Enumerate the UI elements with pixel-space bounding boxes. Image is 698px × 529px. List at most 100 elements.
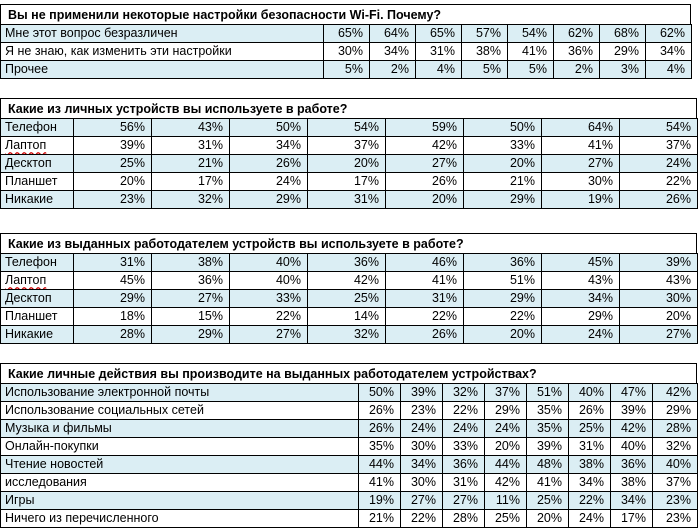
- value-cell: 30%: [323, 42, 370, 61]
- value-cell: 41%: [526, 473, 569, 492]
- row-label: Телефон: [0, 118, 74, 137]
- row-label: Использование электронной почты: [0, 383, 359, 402]
- value-cell: 29%: [73, 289, 152, 308]
- value-cell: 26%: [358, 401, 401, 420]
- value-cell: 17%: [307, 172, 386, 191]
- section-wifi-settings: Вы не применили некоторые настройки безо…: [0, 4, 692, 79]
- value-cell: 42%: [652, 383, 698, 402]
- value-cell: 24%: [229, 172, 308, 191]
- data-table: Телефон 56% 43% 50% 54% 59% 50% 64% 54% Лаптоп 39%…: [0, 118, 698, 209]
- table-row: Музыка и фильмы 26% 24% 24% 24% 35% 25% 42% 28%: [0, 419, 698, 438]
- value-cell: 39%: [73, 136, 152, 155]
- value-cell: 15%: [151, 307, 230, 326]
- value-cell: 31%: [568, 437, 611, 456]
- table-row: Лаптоп 39% 31% 34% 37% 42% 33% 41% 37%: [0, 136, 698, 155]
- value-cell: 34%: [568, 473, 611, 492]
- row-label: Использование социальных сетей: [0, 401, 359, 420]
- value-cell: 24%: [619, 154, 698, 173]
- table-row: Планшет 18% 15% 22% 14% 22% 22% 29% 20%: [0, 307, 698, 326]
- value-cell: 31%: [385, 289, 464, 308]
- value-cell: 27%: [541, 154, 620, 173]
- section-title: Какие из личных устройств вы используете…: [0, 98, 697, 118]
- value-cell: 5%: [323, 60, 370, 79]
- value-cell: 20%: [307, 154, 386, 173]
- value-cell: 20%: [385, 190, 464, 209]
- value-cell: 21%: [151, 154, 230, 173]
- value-cell: 30%: [400, 437, 443, 456]
- value-cell: 22%: [463, 307, 542, 326]
- value-cell: 25%: [484, 509, 527, 528]
- value-cell: 34%: [400, 455, 443, 474]
- value-cell: 11%: [484, 491, 527, 510]
- row-label: Мне этот вопрос безразличен: [0, 24, 324, 43]
- section-personal-devices: Какие из личных устройств вы используете…: [0, 98, 698, 209]
- value-cell: 21%: [463, 172, 542, 191]
- value-cell: 46%: [385, 253, 464, 272]
- value-cell: 62%: [553, 24, 600, 43]
- value-cell: 51%: [526, 383, 569, 402]
- data-table: Использование электронной почты 50% 39% 32%…: [0, 383, 698, 528]
- value-cell: 33%: [442, 437, 485, 456]
- value-cell: 39%: [526, 437, 569, 456]
- value-cell: 22%: [400, 509, 443, 528]
- value-cell: 27%: [385, 154, 464, 173]
- value-cell: 41%: [541, 136, 620, 155]
- value-cell: 24%: [400, 419, 443, 438]
- value-cell: 22%: [442, 401, 485, 420]
- value-cell: 37%: [307, 136, 386, 155]
- value-cell: 3%: [599, 60, 646, 79]
- value-cell: 44%: [484, 455, 527, 474]
- value-cell: 23%: [400, 401, 443, 420]
- value-cell: 20%: [619, 307, 698, 326]
- data-table: Телефон 31% 38% 40% 36% 46% 36% 45% 39% Лаптоп 45%…: [0, 253, 698, 344]
- table-row: Десктоп 29% 27% 33% 25% 31% 29% 34% 30%: [0, 289, 698, 308]
- value-cell: 29%: [652, 401, 698, 420]
- value-cell: 35%: [358, 437, 401, 456]
- value-cell: 45%: [541, 253, 620, 272]
- value-cell: 5%: [507, 60, 554, 79]
- section-employer-devices: Какие из выданных работодателем устройст…: [0, 233, 698, 344]
- value-cell: 62%: [645, 24, 692, 43]
- value-cell: 29%: [599, 42, 646, 61]
- value-cell: 23%: [652, 509, 698, 528]
- row-label: Прочее: [0, 60, 324, 79]
- value-cell: 37%: [619, 136, 698, 155]
- row-label: Телефон: [0, 253, 74, 272]
- value-cell: 40%: [652, 455, 698, 474]
- table-row: Телефон 31% 38% 40% 36% 46% 36% 45% 39%: [0, 253, 698, 272]
- value-cell: 21%: [358, 509, 401, 528]
- row-label: Десктоп: [0, 289, 74, 308]
- table-row: Использование социальных сетей 26% 23% 22% 2…: [0, 401, 698, 420]
- value-cell: 22%: [229, 307, 308, 326]
- value-cell: 29%: [463, 190, 542, 209]
- value-cell: 31%: [442, 473, 485, 492]
- value-cell: 40%: [610, 437, 653, 456]
- table-row: Использование электронной почты 50% 39% 32%…: [0, 383, 698, 402]
- value-cell: 33%: [463, 136, 542, 155]
- value-cell: 28%: [442, 509, 485, 528]
- value-cell: 5%: [461, 60, 508, 79]
- row-label: Десктоп: [0, 154, 74, 173]
- table-row: Ничего из перечисленного 21% 22% 28% 25% 20% 2…: [0, 509, 698, 528]
- value-cell: 48%: [526, 455, 569, 474]
- value-cell: 27%: [400, 491, 443, 510]
- section-title: Вы не применили некоторые настройки безо…: [0, 4, 691, 24]
- value-cell: 38%: [151, 253, 230, 272]
- value-cell: 44%: [358, 455, 401, 474]
- value-cell: 34%: [369, 42, 416, 61]
- value-cell: 20%: [484, 437, 527, 456]
- row-label: Онлайн-покупки: [0, 437, 359, 456]
- value-cell: 37%: [484, 383, 527, 402]
- value-cell: 2%: [553, 60, 600, 79]
- value-cell: 42%: [385, 136, 464, 155]
- value-cell: 45%: [73, 271, 152, 290]
- value-cell: 64%: [541, 118, 620, 137]
- value-cell: 18%: [73, 307, 152, 326]
- value-cell: 43%: [541, 271, 620, 290]
- value-cell: 40%: [229, 271, 308, 290]
- value-cell: 38%: [461, 42, 508, 61]
- value-cell: 40%: [229, 253, 308, 272]
- row-label: Планшет: [0, 172, 74, 191]
- value-cell: 68%: [599, 24, 646, 43]
- value-cell: 24%: [541, 325, 620, 344]
